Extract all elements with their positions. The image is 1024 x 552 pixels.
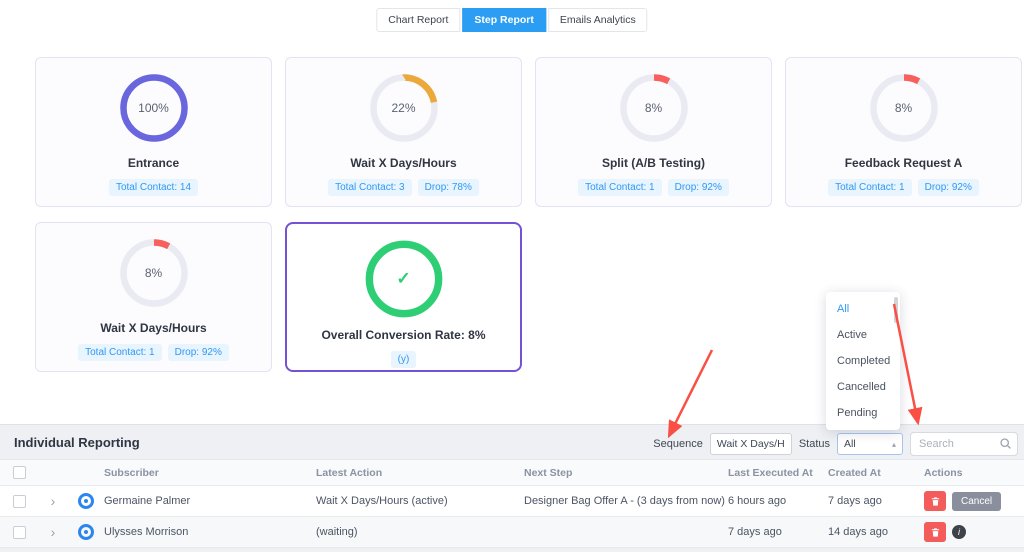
step-cards-row-1: 100% Entrance Total Contact: 14 22% Wait… [35,57,1022,207]
trash-icon [931,527,939,537]
card-title: Wait X Days/Hours [100,321,207,335]
header-next-step: Next Step [524,466,573,479]
cell-subscriber[interactable]: Germaine Palmer [104,495,191,507]
total-contact-badge: Total Contact: 1 [828,179,912,196]
status-dropdown-menu: All Active Completed Cancelled Pending [826,292,900,430]
donut-chart: 8% [867,71,941,145]
cell-latest-action: (waiting) [316,526,358,538]
card-title: Wait X Days/Hours [350,156,457,170]
tab-step-report[interactable]: Step Report [462,8,546,32]
step-card-split[interactable]: 8% Split (A/B Testing) Total Contact: 1 … [535,57,772,207]
sequence-select-value: Wait X Days/H [716,438,785,450]
individual-reporting-section: Individual Reporting Sequence Wait X Day… [0,424,1024,552]
card-title: Split (A/B Testing) [601,156,706,170]
status-select[interactable]: All ▴ [837,433,903,455]
cell-last-executed-at: 7 days ago [728,526,782,538]
donut-percent: 8% [644,101,663,115]
total-contact-badge: Total Contact: 3 [328,179,412,196]
step-card-wait-2[interactable]: 8% Wait X Days/Hours Total Contact: 1 Dr… [35,222,272,372]
overall-conversion-card[interactable]: ✓ Overall Conversion Rate: 8% (y) [285,222,522,372]
individual-reporting-table: Subscriber Latest Action Next Step Last … [0,459,1024,548]
tab-emails-analytics[interactable]: Emails Analytics [547,8,648,32]
row-checkbox[interactable] [12,525,26,539]
donut-percent: 8% [894,101,913,115]
menu-item-all[interactable]: All [837,303,850,315]
cell-created-at: 14 days ago [828,526,888,538]
donut-chart: 8% [617,71,691,145]
drop-badge: Drop: 92% [667,179,729,196]
donut-chart: 8% [117,236,191,310]
table-row: › Germaine Palmer Wait X Days/Hours (act… [0,486,1024,517]
drop-badge: Drop: 78% [417,179,479,196]
donut-chart: 22% [367,71,441,145]
step-card-wait-1[interactable]: 22% Wait X Days/Hours Total Contact: 3 D… [285,57,522,207]
subscriber-status-icon [78,493,94,509]
tab-chart-report[interactable]: Chart Report [376,8,461,32]
donut-percent: 8% [144,266,163,280]
cancel-button[interactable]: Cancel [952,491,1002,511]
header-last-executed-at: Last Executed At [728,466,813,479]
donut-percent: 22% [391,101,416,115]
check-icon: ✓ [396,269,411,288]
search-icon [999,437,1012,455]
cell-subscriber[interactable]: Ulysses Morrison [104,526,189,538]
menu-item-pending[interactable]: Pending [837,407,878,419]
status-label: Status [798,438,830,450]
sequence-select[interactable]: Wait X Days/H [709,433,792,455]
dropdown-scrollbar[interactable] [894,297,898,323]
cell-created-at: 7 days ago [828,495,882,507]
search-input[interactable] [910,432,1018,456]
card-title: Feedback Request A [844,156,963,170]
cell-last-executed-at: 6 hours ago [728,495,787,507]
menu-item-completed[interactable]: Completed [837,355,891,367]
section-title: Individual Reporting [14,435,140,450]
report-tabs: Chart Report Step Report Emails Analytic… [376,8,648,32]
donut-chart: ✓ [362,237,446,321]
menu-item-cancelled[interactable]: Cancelled [837,381,886,393]
total-contact-badge: Total Contact: 14 [108,179,199,196]
table-row: › Ulysses Morrison (waiting) 7 days ago … [0,517,1024,548]
card-title: Entrance [127,156,180,170]
header-latest-action: Latest Action [316,466,383,479]
sequence-label: Sequence [653,438,703,450]
filter-bar: Sequence Wait X Days/H Status All ▴ [653,432,1018,456]
cell-next-step: Designer Bag Offer A - (3 days from now) [524,495,725,507]
expand-row-icon[interactable]: › [50,493,56,509]
drop-badge: Drop: 92% [917,179,979,196]
header-created-at: Created At [828,466,881,479]
card-title: Overall Conversion Rate: 8% [321,328,486,342]
trash-icon [931,496,939,506]
select-all-checkbox[interactable] [12,466,26,479]
header-subscriber: Subscriber [104,466,159,479]
drop-badge: Drop: 92% [167,344,229,361]
step-card-entrance[interactable]: 100% Entrance Total Contact: 14 [35,57,272,207]
row-checkbox[interactable] [12,494,26,508]
table-header-row: Subscriber Latest Action Next Step Last … [0,459,1024,486]
delete-button[interactable] [924,522,946,542]
donut-chart: 100% [117,71,191,145]
info-icon[interactable]: i [952,525,966,539]
total-contact-badge: Total Contact: 1 [578,179,662,196]
expand-row-icon[interactable]: › [50,524,56,540]
step-card-feedback[interactable]: 8% Feedback Request A Total Contact: 1 D… [785,57,1022,207]
delete-button[interactable] [924,491,946,511]
menu-item-active[interactable]: Active [837,329,867,341]
donut-percent: 100% [138,101,169,115]
step-cards-row-2: 8% Wait X Days/Hours Total Contact: 1 Dr… [35,222,522,372]
subscriber-status-icon [78,524,94,540]
total-contact-badge: Total Contact: 1 [78,344,162,361]
header-actions: Actions [924,466,963,479]
cell-latest-action: Wait X Days/Hours (active) [316,495,448,507]
conversion-badge: (y) [390,351,417,368]
status-select-value: All [844,438,856,450]
chevron-up-icon: ▴ [891,439,896,449]
